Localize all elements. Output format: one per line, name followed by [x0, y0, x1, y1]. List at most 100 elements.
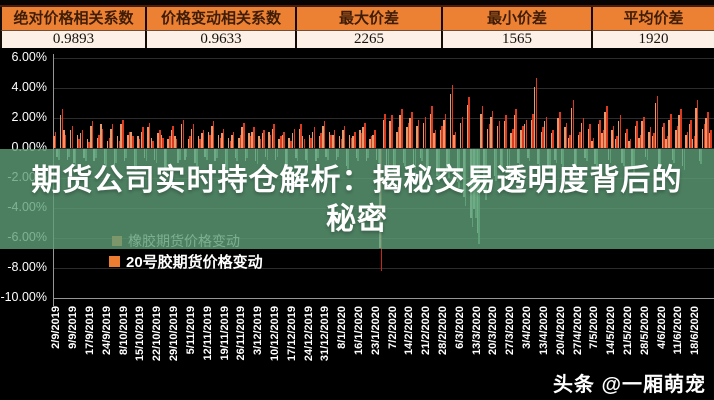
- data-bar: [656, 95, 659, 148]
- legend-marker-icon: [109, 256, 120, 267]
- data-bar: [443, 119, 445, 148]
- watermark: 头条 @一厢萌宠: [552, 374, 706, 396]
- data-bar: [330, 134, 332, 148]
- data-bar: [106, 140, 109, 148]
- data-bar: [190, 128, 193, 148]
- data-bar: [273, 124, 275, 148]
- x-tick-label: 15/10/2019: [134, 306, 147, 362]
- x-tick-label: 19/11/2019: [218, 306, 231, 361]
- data-bar: [569, 134, 571, 148]
- data-bar: [668, 119, 670, 148]
- x-tick-label: 21/5/2020: [621, 306, 634, 355]
- data-bar: [626, 128, 628, 148]
- data-bar: [535, 77, 538, 148]
- headline-overlay: 期货公司实时持仓解析：揭秘交易透明度背后的 秘密: [0, 161, 714, 239]
- data-bar: [449, 94, 452, 148]
- data-bar: [710, 130, 712, 148]
- data-bar: [663, 122, 665, 148]
- x-tick-label: 11/6/2020: [672, 306, 685, 355]
- data-bar: [579, 131, 581, 148]
- data-bar: [219, 137, 222, 148]
- stats-header-cell: 绝对价格相关系数: [0, 7, 145, 30]
- data-bar: [567, 137, 569, 148]
- x-tick-label: 2/9/2019: [50, 306, 63, 349]
- data-bar: [557, 118, 559, 148]
- stats-value-cell: 1565: [441, 30, 591, 48]
- data-bar: [612, 125, 615, 148]
- data-bar: [320, 133, 322, 148]
- headline-line-1: 期货公司实时持仓解析：揭秘交易透明度背后的: [31, 164, 683, 197]
- data-bar: [396, 131, 398, 148]
- data-bar: [602, 130, 605, 148]
- data-bar: [628, 140, 630, 148]
- x-tick-label: 27/4/2020: [571, 306, 584, 355]
- data-bar: [239, 134, 242, 148]
- data-bar: [291, 133, 294, 148]
- x-tick-label: 4/6/2020: [655, 306, 668, 349]
- data-bar: [691, 139, 694, 148]
- stats-value-cell: 0.9893: [0, 30, 145, 48]
- data-bar: [397, 127, 400, 148]
- data-bar: [532, 113, 534, 148]
- data-bar: [453, 134, 455, 148]
- data-bar: [545, 116, 548, 148]
- data-bar: [690, 119, 692, 148]
- data-bar: [350, 137, 353, 148]
- data-bar: [280, 136, 282, 148]
- data-bar: [665, 139, 667, 148]
- data-bar: [654, 103, 657, 148]
- headline-line-2: 秘密: [326, 203, 388, 236]
- x-tick-label: 17/9/2019: [84, 306, 96, 355]
- data-bar: [232, 131, 235, 148]
- data-bar: [59, 115, 62, 148]
- data-bar: [288, 137, 290, 148]
- data-bar: [685, 134, 687, 148]
- data-bar: [271, 128, 274, 148]
- data-bar: [332, 134, 334, 148]
- data-bar: [308, 134, 311, 148]
- data-bar: [209, 134, 211, 148]
- data-bar: [118, 140, 121, 148]
- data-bar: [160, 134, 163, 148]
- data-bar: [454, 131, 457, 148]
- data-bar: [189, 136, 191, 148]
- overlay-band: [0, 149, 714, 249]
- data-bar: [515, 109, 517, 148]
- data-bar: [348, 134, 351, 148]
- data-bar: [422, 122, 425, 148]
- data-bar: [703, 124, 706, 148]
- data-bar: [552, 130, 554, 148]
- data-bar: [429, 113, 432, 148]
- data-bar: [649, 127, 652, 148]
- data-bar: [157, 133, 159, 148]
- data-bar: [221, 133, 223, 148]
- data-bar: [187, 139, 190, 148]
- data-bar: [686, 131, 689, 148]
- data-bar: [468, 97, 470, 148]
- data-bar: [601, 133, 603, 148]
- stats-header-row: 绝对价格相关系数 价格变动相关系数 最大价差 最小价差 平均价差: [0, 7, 714, 30]
- data-bar: [651, 136, 654, 148]
- data-bar: [431, 106, 433, 148]
- stats-value-cell: 0.9633: [145, 30, 295, 48]
- data-bar: [53, 136, 55, 148]
- data-bar: [661, 127, 664, 148]
- data-bar: [559, 112, 561, 148]
- data-bar: [648, 131, 650, 148]
- data-bar: [522, 125, 524, 148]
- data-bar: [268, 131, 270, 148]
- data-bar: [352, 136, 354, 148]
- data-bar: [162, 137, 164, 148]
- data-bar: [461, 116, 464, 148]
- data-bar: [132, 136, 134, 148]
- stats-value-row: 0.9893 0.9633 2265 1565 1920: [0, 30, 714, 48]
- data-bar: [525, 119, 527, 148]
- data-bar: [372, 134, 374, 148]
- x-tick-label: 12/11/2019: [201, 306, 214, 361]
- data-bar: [580, 122, 583, 148]
- y-tick-label: -8.00%: [7, 260, 47, 274]
- data-bar: [98, 134, 100, 148]
- data-bar: [116, 136, 119, 148]
- stats-header-cell: 最大价差: [295, 7, 441, 30]
- data-bar: [417, 119, 420, 148]
